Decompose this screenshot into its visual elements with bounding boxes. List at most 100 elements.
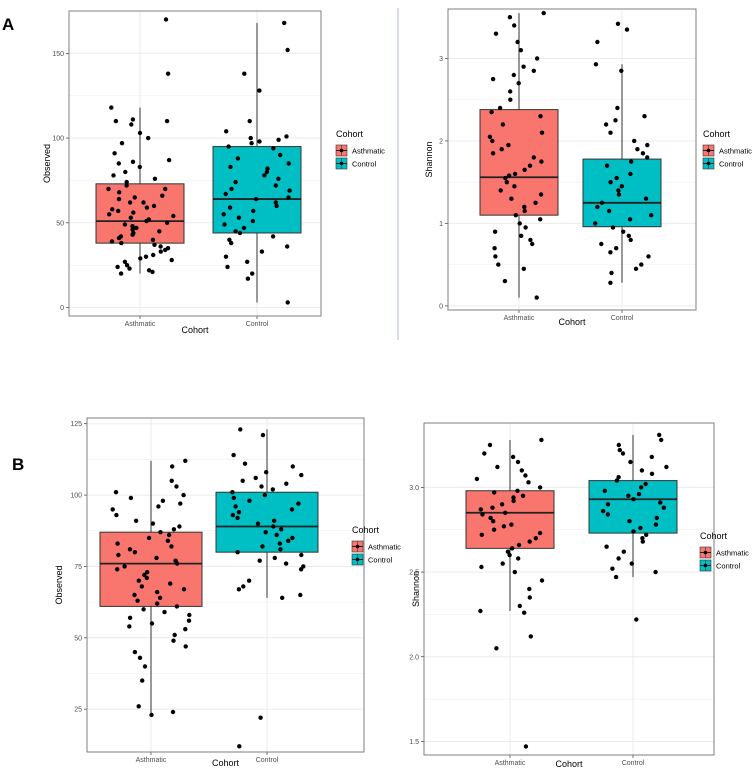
data-point <box>240 478 245 483</box>
legend-label: Control <box>368 556 393 565</box>
data-point <box>482 451 487 456</box>
data-point <box>499 147 504 152</box>
x-axis-title: Cohort <box>558 317 586 327</box>
data-point <box>603 122 609 127</box>
data-point <box>606 208 612 214</box>
data-point <box>642 114 647 119</box>
data-point <box>133 518 139 523</box>
data-point <box>235 515 240 521</box>
data-point <box>247 498 252 503</box>
data-point <box>519 233 524 238</box>
data-point <box>533 200 538 205</box>
chart-1: 0 1 2 3 Asthmatic Control Cohort Shannon Cohort A… <box>424 8 752 327</box>
data-point <box>516 81 521 86</box>
chart-3: 1.5 2.0 2.5 3.0 Asthmatic Control Cohort Shanno… <box>409 422 749 769</box>
y-axis-title: Shannon <box>424 141 434 177</box>
y-tick-label: 2 <box>439 138 443 145</box>
data-point <box>155 589 160 595</box>
data-point <box>511 498 516 504</box>
data-point <box>162 609 167 615</box>
data-point <box>137 130 143 136</box>
data-point <box>259 249 265 254</box>
data-point <box>130 159 136 164</box>
data-point <box>163 247 168 253</box>
data-point <box>146 268 152 273</box>
plot-border <box>68 10 322 317</box>
data-point <box>523 744 529 749</box>
x-axis-title: Cohort <box>212 758 240 768</box>
data-point <box>127 615 133 620</box>
data-point <box>117 190 122 195</box>
data-point <box>629 159 634 164</box>
data-point <box>237 230 243 236</box>
data-point <box>278 152 283 158</box>
data-point <box>643 481 648 487</box>
data-point <box>627 217 633 222</box>
data-point <box>123 169 128 175</box>
data-point <box>503 175 508 181</box>
legend-swatch-point <box>703 563 708 568</box>
data-point <box>270 234 276 239</box>
data-point <box>537 530 543 536</box>
data-point <box>258 715 263 720</box>
y-tick-label: 100 <box>70 493 82 500</box>
y-tick-label: 25 <box>74 707 82 714</box>
data-point <box>619 68 624 74</box>
data-point <box>174 561 180 566</box>
data-point <box>515 459 521 465</box>
data-point <box>181 587 187 592</box>
chart-2: 25 50 75 100 125 Asthmatic Control Cohort Observ… <box>54 417 401 768</box>
legend-title: Cohort <box>352 525 380 535</box>
data-point <box>183 458 188 463</box>
data-point <box>144 218 149 224</box>
data-point <box>608 280 613 285</box>
data-point <box>272 555 277 561</box>
data-point <box>539 578 545 583</box>
data-point <box>640 539 645 544</box>
data-point <box>264 169 270 175</box>
data-point <box>498 188 503 193</box>
data-point <box>474 476 480 482</box>
legend-title: Cohort <box>703 129 731 139</box>
data-point <box>231 452 236 458</box>
data-point <box>478 507 483 512</box>
data-point <box>628 237 633 243</box>
data-point <box>223 191 228 197</box>
data-point <box>497 105 503 111</box>
box-control <box>215 491 319 553</box>
data-point <box>528 634 533 639</box>
data-point <box>113 490 119 495</box>
data-point <box>608 250 613 255</box>
data-point <box>608 130 613 135</box>
data-point <box>157 595 163 600</box>
data-point <box>127 547 133 552</box>
data-point <box>613 574 619 580</box>
data-point <box>639 262 644 267</box>
legend-key-control <box>335 157 348 170</box>
data-point <box>636 491 642 497</box>
plot-border <box>447 8 697 311</box>
data-point <box>500 561 505 566</box>
data-point <box>151 252 156 258</box>
data-point <box>124 179 129 185</box>
data-point <box>136 704 141 709</box>
data-point <box>227 205 233 210</box>
data-point <box>280 595 285 600</box>
legend: Cohort Asthmatic Control <box>699 531 749 572</box>
data-point <box>527 163 533 168</box>
legend-label: Asthmatic <box>368 543 401 552</box>
data-point <box>248 135 253 141</box>
data-point <box>144 205 150 210</box>
legend-swatch-point <box>703 550 708 555</box>
data-point <box>539 437 544 443</box>
data-point <box>233 504 238 509</box>
data-point <box>183 644 188 649</box>
data-point <box>631 529 636 534</box>
data-point <box>490 505 495 510</box>
y-axis-title: Shannon <box>411 571 421 607</box>
data-point <box>236 215 242 220</box>
data-point <box>166 532 172 538</box>
data-point <box>122 259 128 264</box>
data-point <box>521 266 526 271</box>
data-point <box>257 139 262 144</box>
